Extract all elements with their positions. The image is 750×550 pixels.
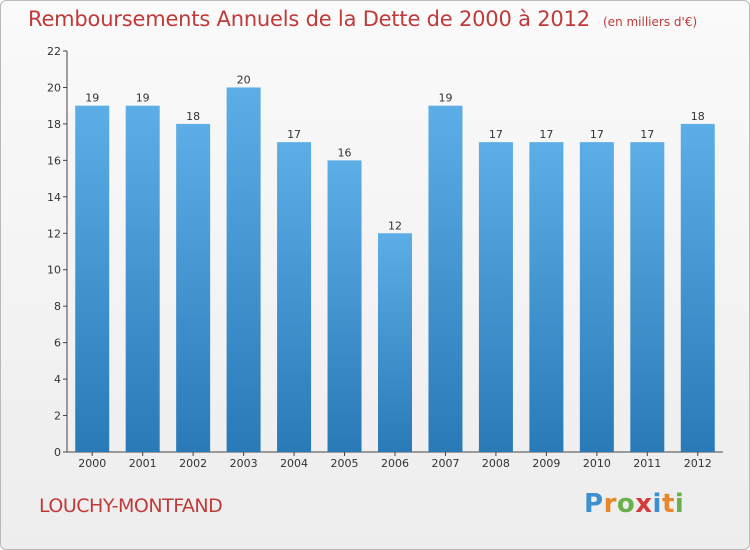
proxiti-logo: Proxiti [584, 489, 684, 519]
y-tick-label: 8 [54, 300, 61, 313]
axes: 0 2 4 6 8 10 12 14 16 18 20 22 2000 2001 2002 2003 2004 2… [47, 45, 723, 470]
y-tick-label: 22 [47, 45, 61, 58]
bar-2009 [529, 142, 564, 453]
x-tick-label-2010: 2010 [583, 457, 611, 470]
bar-2012 [680, 123, 715, 452]
bars [75, 87, 715, 453]
x-tick-label-2002: 2002 [179, 457, 207, 470]
x-tick-label-2009: 2009 [532, 457, 560, 470]
bar-2007 [428, 105, 463, 452]
bar-2004 [277, 142, 312, 453]
value-labels: 19 19 18 20 17 16 12 19 17 17 17 17 18 [85, 73, 705, 232]
value-label-2009: 17 [539, 128, 553, 141]
x-tick-label-2001: 2001 [129, 457, 157, 470]
value-label-2011: 17 [640, 128, 654, 141]
x-tick-label-2004: 2004 [280, 457, 308, 470]
bar-2011 [630, 142, 665, 453]
x-tick-label-2008: 2008 [482, 457, 510, 470]
x-tick-label-2003: 2003 [230, 457, 258, 470]
value-label-2005: 16 [338, 146, 352, 159]
logo-letter: r [603, 489, 617, 519]
x-tick-label-2007: 2007 [431, 457, 459, 470]
value-label-2001: 19 [136, 92, 150, 105]
bar-2008 [478, 142, 513, 453]
y-tick-label: 6 [54, 337, 61, 350]
y-tick-label: 10 [47, 264, 61, 277]
x-tick-label-2006: 2006 [381, 457, 409, 470]
value-label-2008: 17 [489, 128, 503, 141]
y-tick-label: 18 [47, 118, 61, 131]
bar-2001 [125, 105, 160, 452]
bar-2010 [579, 142, 614, 453]
bar-2006 [378, 233, 412, 452]
logo-letter: x [635, 489, 653, 519]
bar-2005 [327, 160, 362, 452]
y-tick-label: 14 [47, 191, 61, 204]
value-label-2002: 18 [186, 110, 200, 123]
bar-2002 [176, 123, 211, 452]
y-tick-label: 4 [54, 373, 61, 386]
logo-letter: o [616, 489, 636, 519]
x-tick-label-2011: 2011 [633, 457, 661, 470]
y-tick-label: 16 [47, 154, 61, 167]
x-tick-label-2012: 2012 [684, 457, 712, 470]
x-tick-label-2005: 2005 [331, 457, 359, 470]
y-tick-label: 12 [47, 227, 61, 240]
chart-title: Remboursements Annuels de la Dette de 20… [28, 7, 590, 31]
value-label-2007: 19 [438, 92, 452, 105]
logo-letter: t [661, 489, 675, 519]
value-label-2000: 19 [85, 92, 99, 105]
bar-2000 [75, 105, 110, 452]
logo-letter: i [674, 489, 685, 519]
y-tick-label: 20 [47, 81, 61, 94]
unit-note: (en milliers d'€) [603, 15, 698, 29]
y-tick-label: 2 [54, 410, 61, 423]
bar-2003 [226, 87, 261, 453]
y-tick-label: 0 [54, 446, 61, 459]
value-label-2010: 17 [590, 128, 604, 141]
value-label-2006: 12 [388, 219, 402, 232]
logo-letter: i [652, 489, 662, 519]
logo-letter: P [584, 489, 604, 519]
title-row: Remboursements Annuels de la Dette de 20… [28, 7, 697, 31]
value-label-2012: 18 [691, 110, 705, 123]
x-tick-label-2000: 2000 [78, 457, 106, 470]
commune-name: LOUCHY-MONTFAND [39, 495, 223, 517]
value-label-2004: 17 [287, 128, 301, 141]
value-label-2003: 20 [237, 73, 251, 86]
